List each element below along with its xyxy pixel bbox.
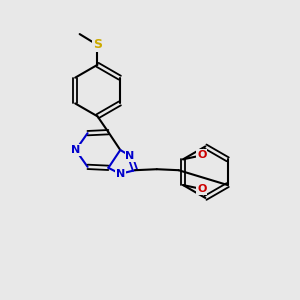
Text: N: N bbox=[116, 169, 125, 179]
Text: S: S bbox=[93, 38, 102, 52]
Text: N: N bbox=[125, 151, 135, 161]
Text: O: O bbox=[197, 150, 207, 160]
Text: N: N bbox=[71, 145, 80, 155]
Text: O: O bbox=[197, 184, 207, 194]
